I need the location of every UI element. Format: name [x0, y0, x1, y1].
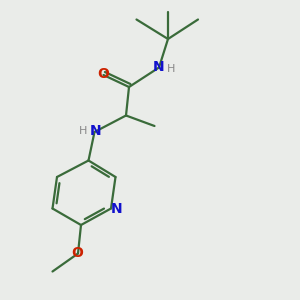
Text: H: H — [167, 64, 175, 74]
Text: O: O — [97, 67, 109, 81]
Text: N: N — [90, 124, 102, 138]
Text: N: N — [111, 202, 122, 216]
Text: H: H — [79, 126, 87, 136]
Text: O: O — [71, 246, 83, 260]
Text: N: N — [153, 60, 165, 74]
